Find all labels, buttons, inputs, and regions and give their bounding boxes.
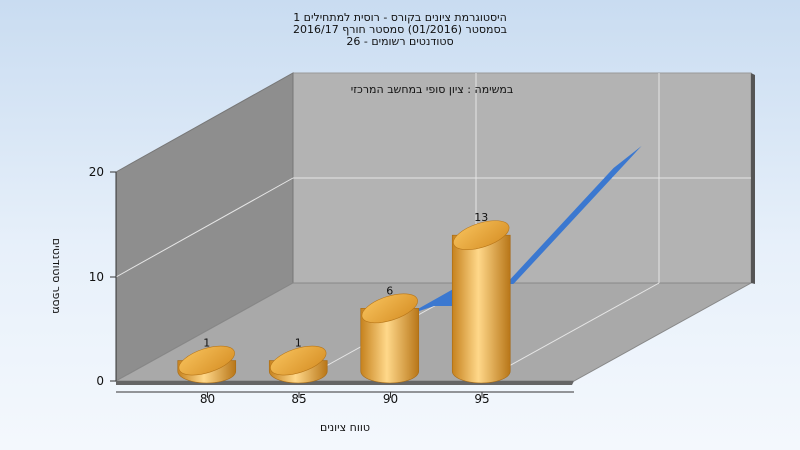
task-annotation: במשימה : ציון סופי במחשב המרכזי: [351, 83, 514, 96]
bar-cap-80: [178, 345, 235, 376]
title-line-1: היסטוגרמת ציונים בקורס - רוסית למתחילים …: [293, 11, 507, 24]
bar-cap-95: [453, 220, 510, 250]
title-line-2: בסמסטר (01/2016) סמסטר חורף 2016/17: [293, 23, 507, 36]
bar-90: 6: [360, 284, 420, 384]
y-tick-label-0: 0: [96, 374, 104, 388]
bar-95: 13: [451, 211, 511, 384]
y-tick-label-10: 10: [89, 270, 104, 284]
bar-body-90: [360, 308, 420, 384]
x-tick-label-90: 90: [383, 392, 398, 406]
x-tick-label-95: 95: [474, 392, 489, 406]
floor-front-edge: [116, 381, 574, 385]
x-tick-label-80: 80: [200, 392, 215, 406]
bar-value-label-80: 1: [203, 337, 210, 350]
bar-cap-90: [361, 293, 418, 324]
bar-layer: 1 1 6 13: [177, 211, 511, 384]
bar-value-label-95: 13: [474, 211, 488, 224]
x-tick-layer: 80 85 90 95: [200, 392, 490, 406]
y-axis-label: מספר סטודנטים: [50, 238, 63, 314]
title-line-3: סטודנטים רשומים - 26: [346, 35, 454, 48]
bar-body-95: [451, 234, 511, 384]
x-axis-label: טווח ציונים: [320, 421, 370, 434]
bar-value-label-90: 6: [386, 284, 393, 297]
back-wall-right-edge: [751, 73, 755, 284]
bar-value-label-85: 1: [295, 337, 302, 350]
bar-cap-85: [270, 345, 327, 376]
x-tick-label-85: 85: [291, 392, 306, 406]
floor-grid-2: [481, 282, 660, 382]
bar-85: 1: [268, 337, 328, 384]
y-tick-label-20: 20: [89, 165, 104, 179]
bar-80: 1: [177, 337, 237, 384]
hgrid-10-side: [115, 177, 294, 278]
chart-title: היסטוגרמת ציונים בקורס - רוסית למתחילים …: [250, 12, 550, 48]
